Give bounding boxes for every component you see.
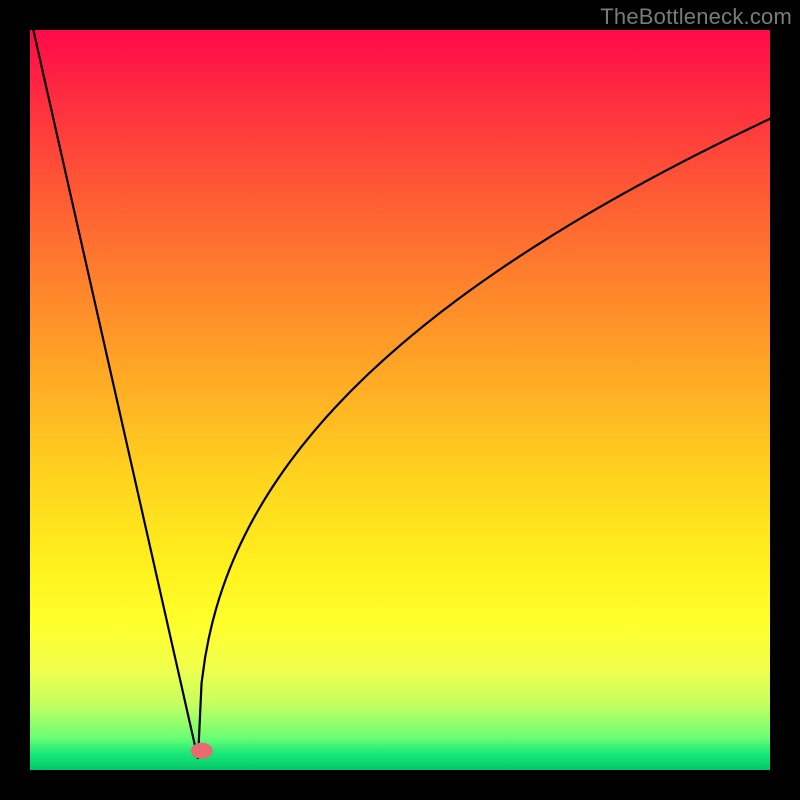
plot-area <box>30 30 770 770</box>
chart-svg <box>30 30 770 770</box>
chart-frame: TheBottleneck.com <box>0 0 800 800</box>
gradient-background <box>30 30 770 770</box>
watermark-text: TheBottleneck.com <box>600 4 792 30</box>
minimum-marker <box>191 743 213 759</box>
